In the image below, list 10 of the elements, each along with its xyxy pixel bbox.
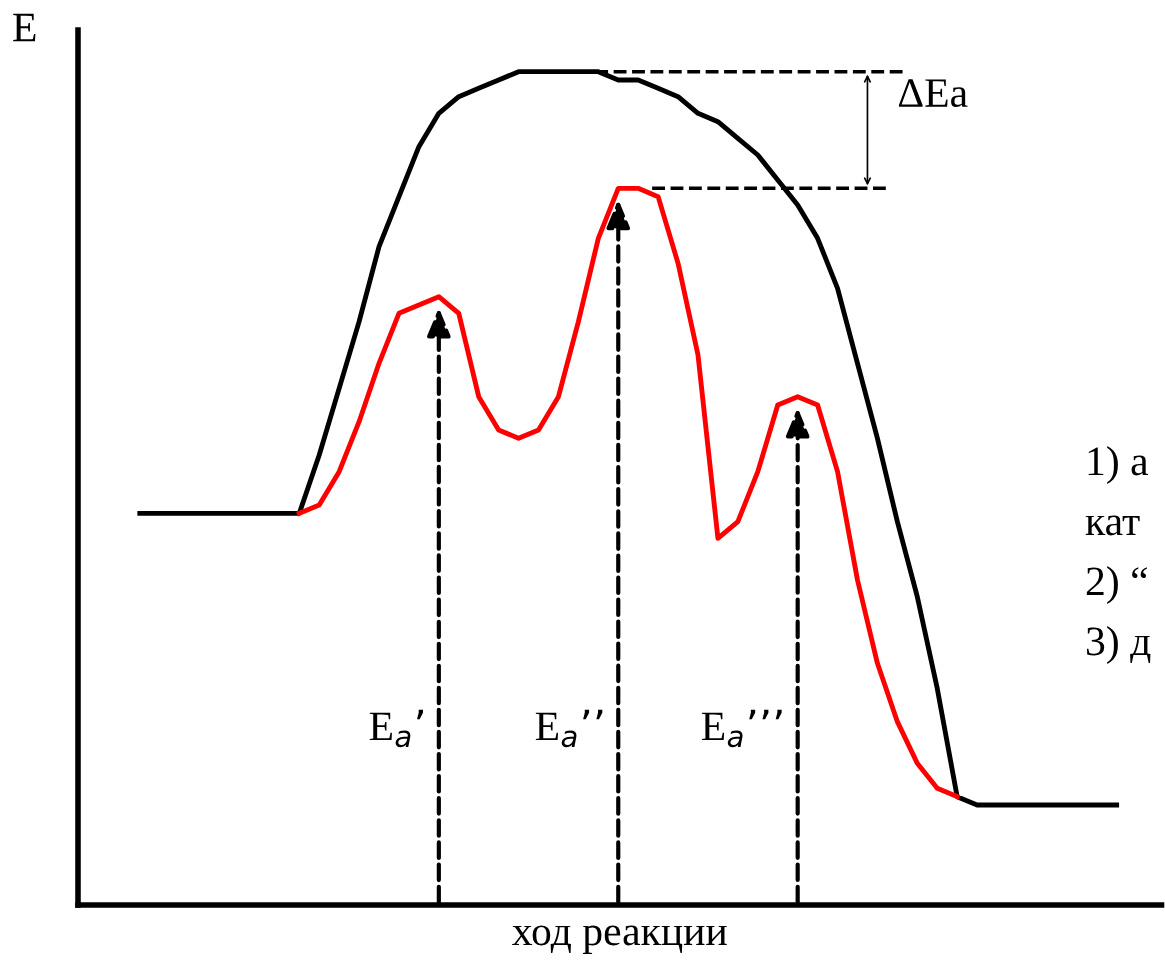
- annotation: 3) д: [1086, 626, 1151, 664]
- annotation: E$_{a}$’’’: [701, 709, 782, 748]
- annotation: ΔEa: [898, 79, 968, 108]
- annotation: E$_{a}$’: [369, 709, 423, 748]
- annotation: 2) “: [1086, 566, 1147, 604]
- annotation: кат: [1085, 515, 1140, 536]
- annotation: E$_{a}$’’: [535, 709, 603, 748]
- annotation: 1) а: [1088, 446, 1149, 484]
- y-axis-title: E: [13, 13, 36, 42]
- x-axis-title: ход реакции: [512, 925, 727, 954]
